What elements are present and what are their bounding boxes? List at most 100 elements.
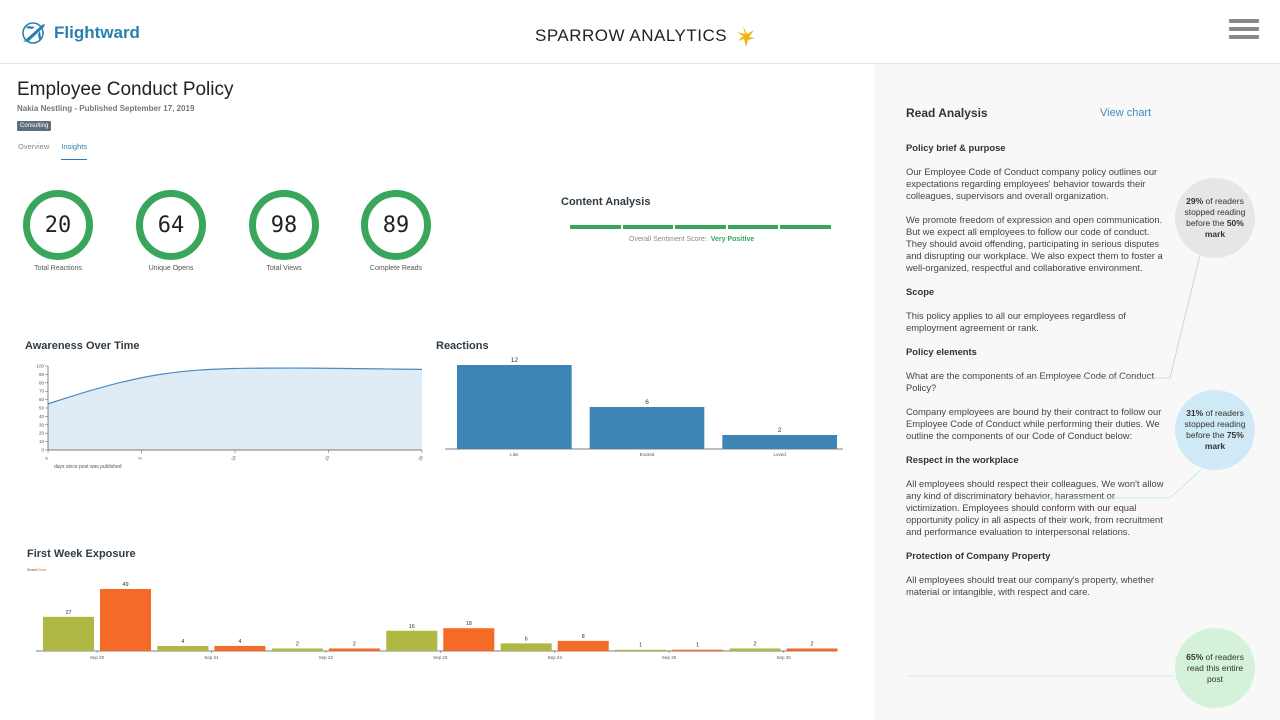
- metric-ring: 64: [136, 190, 206, 260]
- article-paragraph: All employees should respect their colle…: [906, 478, 1164, 537]
- metric-total-views: 98 Total Views: [244, 190, 324, 272]
- plane-icon: [22, 22, 45, 44]
- reaction-bar-like: [457, 365, 572, 449]
- exposure-bar-reach: [157, 645, 209, 651]
- bar-value-label: 8: [582, 634, 585, 640]
- exposure-bar-views: [786, 648, 838, 651]
- complete-read-bubble: 65% of readers read this entire post: [1175, 628, 1255, 708]
- x-tick-label: 15: [324, 454, 331, 461]
- bar-value-label: 6: [645, 399, 649, 406]
- y-tick-label: 0: [41, 448, 44, 453]
- metric-unique-opens: 64 Unique Opens: [131, 190, 211, 272]
- bar-value-label: 2: [353, 641, 356, 647]
- bar-value-label: 49: [122, 582, 128, 588]
- category-label: Sep 26: [776, 655, 791, 660]
- exposure-bar-views: [443, 628, 495, 651]
- y-tick-label: 70: [39, 389, 45, 394]
- y-tick-label: 30: [39, 422, 45, 427]
- y-tick-label: 40: [39, 414, 45, 419]
- page-title: Employee Conduct Policy: [17, 79, 234, 100]
- exposure-bar-views: [328, 648, 380, 651]
- exposure-bar-views: [672, 649, 724, 651]
- article-body: Policy brief & purpose Our Employee Code …: [906, 142, 1164, 610]
- y-tick-label: 20: [39, 431, 45, 436]
- bar-value-label: 2: [296, 641, 299, 647]
- article-heading: Scope: [906, 286, 935, 297]
- hamburger-menu-icon[interactable]: [1229, 19, 1259, 43]
- x-tick-label: 10: [230, 454, 237, 461]
- article-paragraph: This policy applies to all our employees…: [906, 310, 1126, 333]
- tab-insights[interactable]: Insights: [61, 142, 88, 160]
- tab-overview[interactable]: Overview: [18, 142, 50, 151]
- post-byline: Nakia Nestling - Published September 17,…: [17, 104, 195, 113]
- app-title: SPARROW ANALYTICS: [535, 24, 757, 48]
- x-tick-label: 5: [137, 455, 143, 460]
- dropoff-bubble-75: 31% of readers stopped reading before th…: [1175, 390, 1255, 470]
- bar-value-label: 6: [525, 636, 528, 642]
- x-tick-label: 0: [44, 455, 50, 460]
- metric-label: Total Views: [266, 265, 302, 272]
- article-heading: Policy elements: [906, 346, 977, 357]
- sentiment-score: Overall Sentiment Score: Very Positive: [629, 236, 755, 243]
- x-axis-label: days since post was published: [54, 464, 122, 470]
- bar-value-label: 4: [181, 639, 184, 645]
- content-analysis: Content Analysis Overall Sentiment Score…: [561, 196, 831, 243]
- y-tick-label: 90: [39, 372, 45, 377]
- metric-ring: 89: [361, 190, 431, 260]
- category-label: Sep 21: [204, 655, 219, 660]
- bar-value-label: 1: [696, 643, 699, 649]
- exposure-bar-views: [557, 640, 609, 651]
- metric-ring: 20: [23, 190, 93, 260]
- exposure-bar-reach: [271, 648, 323, 651]
- category-label: Sep 24: [548, 655, 563, 660]
- sparrow-icon: [737, 26, 756, 47]
- category-label: Sep 25: [662, 655, 677, 660]
- awareness-chart-title: Awareness Over Time: [25, 340, 140, 352]
- read-analysis-panel: Read Analysis View chart Policy brief & …: [874, 64, 1280, 720]
- reaction-bar-excited: [589, 407, 705, 449]
- bar-value-label: 4: [238, 639, 241, 645]
- y-tick-label: 60: [39, 397, 45, 402]
- bar-value-label: 27: [65, 610, 71, 616]
- metric-total-reactions: 20 Total Reactions: [18, 190, 98, 272]
- awareness-line: [47, 367, 423, 405]
- category-label: Sep 22: [319, 655, 334, 660]
- exposure-bar-reach: [500, 643, 552, 651]
- x-tick-label: 20: [417, 454, 424, 461]
- tab-bar: Overview Insights: [18, 142, 88, 160]
- exposure-bar-views: [214, 645, 266, 651]
- category-tag[interactable]: Consulting: [17, 121, 52, 131]
- metric-label: Unique Opens: [148, 265, 194, 272]
- y-tick-label: 80: [39, 380, 45, 385]
- metric-ring: 98: [249, 190, 319, 260]
- dropoff-bubble-50: 29% of readers stopped reading before th…: [1175, 178, 1255, 258]
- exposure-bar-reach: [386, 630, 438, 651]
- brand-name: Flightward: [54, 23, 140, 42]
- sentiment-bar: [570, 225, 831, 229]
- bar-value-label: 18: [466, 621, 472, 627]
- category-label: Sep 20: [90, 655, 105, 660]
- exposure-chart-title: First Week Exposure: [27, 548, 136, 560]
- article-heading: Respect in the workplace: [906, 454, 1019, 465]
- view-chart-link[interactable]: View chart: [1100, 107, 1152, 119]
- article-paragraph: Our Employee Code of Conduct company pol…: [906, 166, 1158, 201]
- y-tick-label: 100: [36, 364, 44, 369]
- reactions-chart-title: Reactions: [436, 340, 489, 352]
- bar-value-label: 2: [778, 427, 782, 434]
- category-label: Sep 23: [433, 655, 448, 660]
- article-paragraph: Company employees are bound by their con…: [906, 406, 1162, 441]
- bar-value-label: 1: [639, 643, 642, 649]
- bar-value-label: 12: [511, 357, 519, 364]
- content-analysis-title: Content Analysis: [561, 196, 651, 208]
- brand-logo[interactable]: Flightward: [20, 20, 140, 46]
- reactions-chart: 12 Like 6 Excited 2 Loved: [445, 357, 843, 457]
- exposure-bar-reach: [43, 616, 94, 651]
- category-label: Excited: [640, 452, 655, 457]
- article-heading: Protection of Company Property: [906, 550, 1051, 561]
- metric-label: Complete Reads: [369, 265, 423, 272]
- bar-value-label: 2: [811, 641, 814, 647]
- connector-lines: [906, 250, 1202, 677]
- top-bar: Flightward SPARROW ANALYTICS: [0, 0, 1280, 64]
- metric-complete-reads: 89 Complete Reads: [356, 190, 436, 272]
